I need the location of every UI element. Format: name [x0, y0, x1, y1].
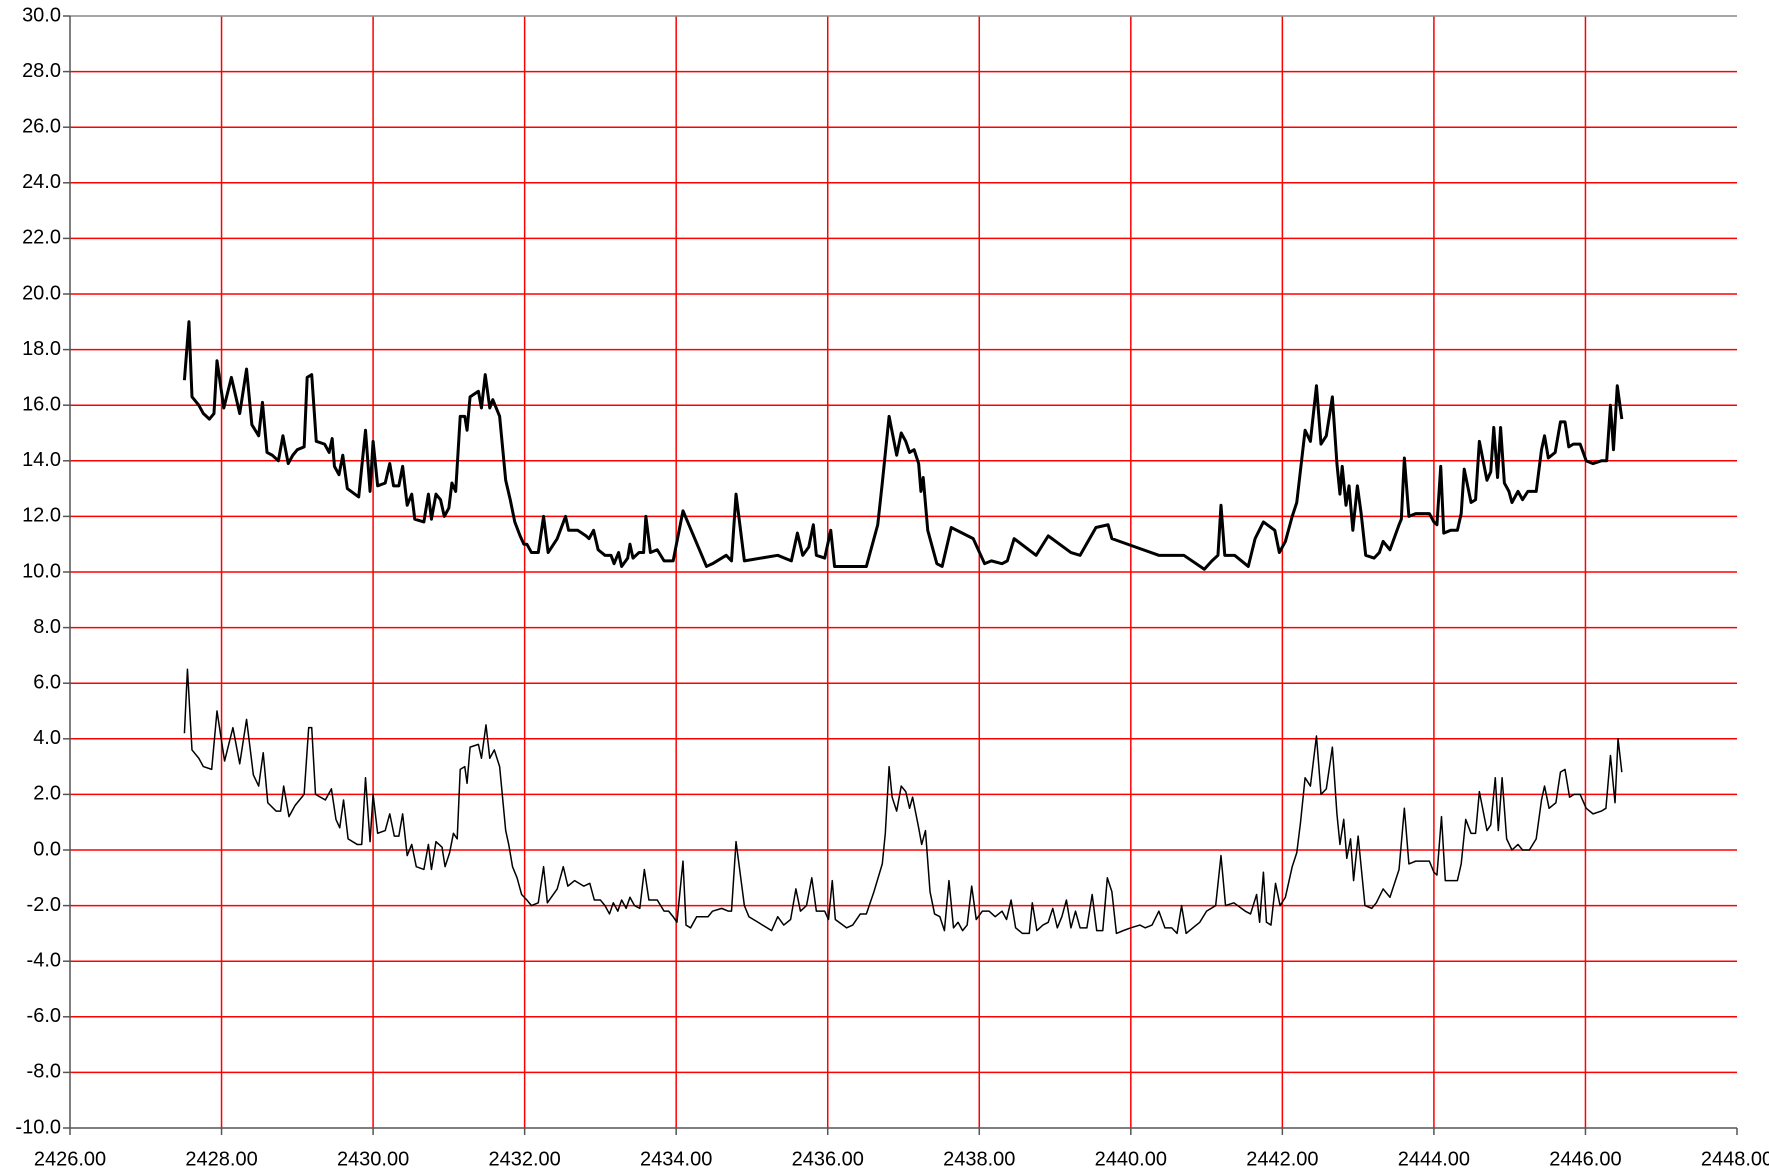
- y-tick-label: 14.0: [22, 449, 61, 471]
- y-tick-label: 30.0: [22, 4, 61, 26]
- y-tick-label: -4.0: [27, 949, 61, 971]
- y-tick-label: -8.0: [27, 1061, 61, 1083]
- y-tick-label: -6.0: [27, 1005, 61, 1027]
- x-tick-label: 2438.00: [943, 1148, 1015, 1170]
- x-tick-label: 2432.00: [488, 1148, 560, 1170]
- x-tick-label: 2444.00: [1398, 1148, 1470, 1170]
- y-tick-label: 4.0: [33, 727, 61, 749]
- x-tick-label: 2448.00: [1701, 1148, 1769, 1170]
- y-tick-label: 16.0: [22, 393, 61, 415]
- x-tick-label: 2436.00: [792, 1148, 864, 1170]
- y-tick-label: 10.0: [22, 560, 61, 582]
- x-tick-label: 2426.00: [34, 1148, 106, 1170]
- x-tick-label: 2440.00: [1095, 1148, 1167, 1170]
- y-tick-label: 26.0: [22, 115, 61, 137]
- x-tick-label: 2430.00: [337, 1148, 409, 1170]
- y-tick-label: 0.0: [33, 838, 61, 860]
- x-tick-label: 2446.00: [1549, 1148, 1621, 1170]
- y-tick-label: -10.0: [15, 1116, 61, 1138]
- y-tick-label: 28.0: [22, 60, 61, 82]
- y-tick-label: 8.0: [33, 616, 61, 638]
- data-line: [183, 668, 1623, 935]
- x-tick-label: 2442.00: [1246, 1148, 1318, 1170]
- x-tick-label: 2434.00: [640, 1148, 712, 1170]
- y-tick-label: 2.0: [33, 783, 61, 805]
- y-tick-label: 18.0: [22, 338, 61, 360]
- y-tick-label: 12.0: [22, 505, 61, 527]
- x-tick-label: 2428.00: [185, 1148, 257, 1170]
- y-tick-label: -2.0: [27, 894, 61, 916]
- data-line: [182, 320, 1624, 571]
- y-tick-label: 20.0: [22, 282, 61, 304]
- y-tick-label: 6.0: [33, 671, 61, 693]
- y-tick-label: 22.0: [22, 227, 61, 249]
- y-tick-label: 24.0: [22, 171, 61, 193]
